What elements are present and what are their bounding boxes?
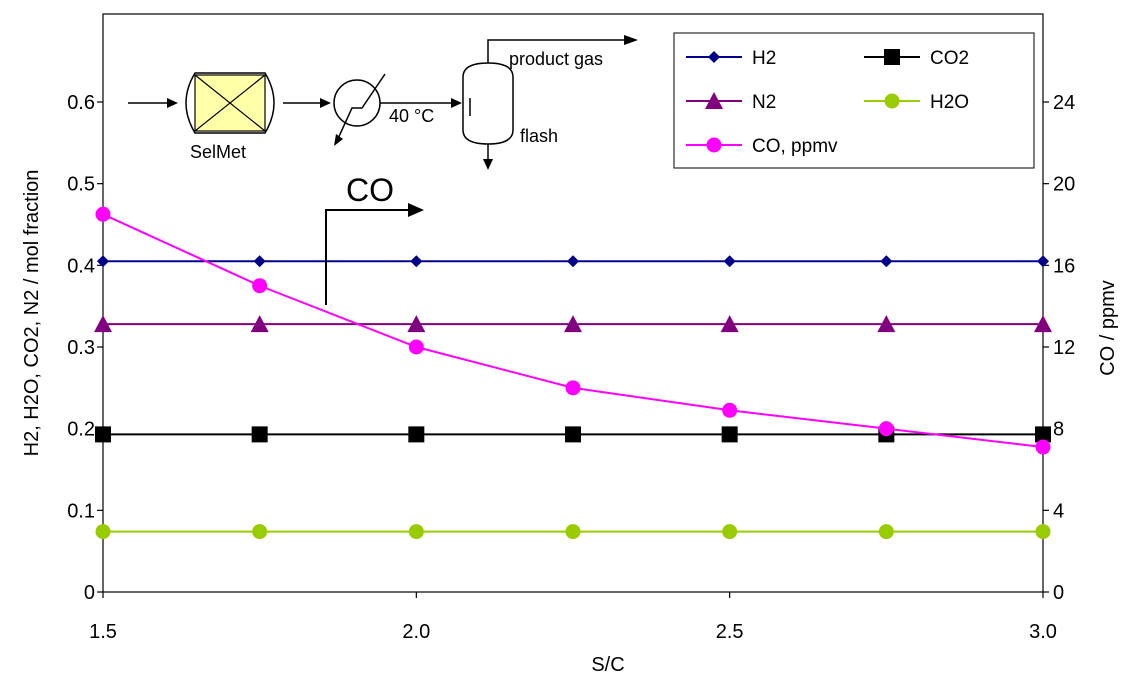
point-h2 (253, 255, 266, 268)
y-axis-right: 0 4 8 12 16 20 24 (1043, 92, 1075, 604)
point-n2 (877, 315, 896, 333)
liquid-outlet-arrowhead (483, 159, 493, 170)
legend-label: CO, ppmv (752, 136, 838, 157)
feed-arrowhead (167, 98, 178, 108)
legend-item-h2o: H2O (864, 92, 969, 113)
y2-axis-title: CO / ppmv (1097, 280, 1119, 376)
point-n2 (1034, 315, 1052, 333)
x-tick-label: 3.0 (1029, 621, 1057, 643)
x-axis: 1.5 2.0 2.5 3.0 (89, 592, 1057, 643)
point-co2 (721, 426, 738, 443)
cooler-outlet-arrowhead (451, 98, 462, 108)
legend: H2 CO2 N2 H2O CO, ppmv (673, 32, 1035, 169)
y2-tick-label: 0 (1053, 582, 1064, 604)
y-tick-label: 0.6 (67, 92, 95, 114)
point-h2o (95, 524, 111, 540)
x-tick-label: 2.5 (716, 621, 744, 643)
legend-label: N2 (752, 92, 776, 113)
point-h2 (1037, 255, 1049, 268)
legend-swatch-marker (706, 137, 722, 153)
point-co-ppmv (722, 402, 738, 418)
series-n2 (94, 315, 1052, 333)
point-h2o (722, 524, 738, 540)
y-tick-label: 0.5 (67, 174, 95, 196)
legend-swatch-marker (705, 92, 723, 109)
legend-label: CO2 (930, 48, 969, 69)
x-tick-label: 1.5 (89, 621, 117, 643)
cooler-label: 40 °C (389, 106, 434, 126)
point-co-ppmv (252, 278, 268, 294)
point-co2 (1035, 426, 1051, 443)
flash-label: flash (520, 126, 558, 146)
product-gas-arrowhead (624, 35, 638, 45)
y-tick-label: 0 (84, 582, 95, 604)
y-tick-label: 0.1 (67, 500, 95, 522)
point-h2 (567, 255, 579, 268)
y2-tick-label: 8 (1053, 419, 1064, 441)
series-h2o (95, 524, 1051, 540)
point-h2o (408, 524, 424, 540)
point-co-ppmv (878, 421, 894, 437)
legend-items: H2 CO2 N2 H2O CO, ppmv (686, 48, 969, 157)
point-co-ppmv (95, 206, 111, 222)
flash-drum-icon (462, 62, 514, 145)
point-h2 (880, 255, 893, 268)
point-h2 (97, 255, 109, 268)
point-co-ppmv (408, 339, 424, 355)
reactor-label: SelMet (190, 142, 246, 162)
co-annotation-label: CO (346, 172, 394, 208)
point-h2o (565, 524, 581, 540)
co-annotation: CO (325, 172, 424, 305)
point-co2 (251, 426, 268, 443)
legend-item-h2: H2 (686, 48, 776, 69)
point-h2o (252, 524, 268, 540)
series-h2 (97, 255, 1049, 268)
y2-tick-label: 16 (1053, 255, 1075, 277)
y-axis-title: H2, H2O, CO2, N2 / mol fraction (21, 170, 43, 457)
point-n2 (250, 315, 269, 333)
reactor-icon (185, 72, 275, 134)
series-layer (94, 206, 1052, 540)
y-tick-label: 0.3 (67, 337, 95, 359)
cooler-icon (333, 73, 386, 146)
legend-label: H2 (752, 48, 776, 69)
y2-tick-label: 24 (1053, 92, 1075, 114)
co-annotation-arrowhead (408, 203, 424, 217)
y2-tick-label: 20 (1053, 174, 1075, 196)
point-co-ppmv (565, 380, 581, 396)
product-gas-line (487, 39, 625, 63)
point-n2 (94, 315, 112, 333)
point-co2 (95, 426, 111, 443)
y-tick-label: 0.4 (67, 255, 95, 277)
series-co-ppmv (95, 206, 1051, 455)
co-annotation-arrow (325, 209, 410, 305)
legend-swatch-marker (884, 49, 900, 65)
reactor-outlet-arrowhead (320, 98, 331, 108)
x-axis-title: S/C (591, 654, 624, 676)
legend-item-co2: CO2 (864, 48, 969, 69)
legend-item-n2: N2 (686, 92, 776, 113)
point-co-ppmv (1035, 439, 1051, 455)
y-axis-left: 0 0.1 0.2 0.3 0.4 0.5 0.6 (67, 92, 103, 604)
point-n2 (720, 315, 739, 333)
point-co2 (565, 426, 581, 443)
product-gas-label: product gas (509, 49, 603, 69)
y2-tick-label: 4 (1053, 500, 1064, 522)
legend-item-co-ppmv: CO, ppmv (686, 136, 838, 157)
legend-swatch-marker (708, 51, 720, 63)
point-h2o (1035, 524, 1051, 540)
x-tick-label: 2.0 (402, 621, 430, 643)
y-tick-label: 0.2 (67, 419, 95, 441)
legend-swatch-marker (884, 93, 900, 109)
point-co2 (408, 426, 425, 443)
point-n2 (407, 315, 426, 333)
point-h2o (878, 524, 894, 540)
point-h2 (723, 255, 736, 268)
point-h2 (410, 255, 423, 268)
point-n2 (564, 315, 582, 333)
y2-tick-label: 12 (1053, 337, 1075, 359)
process-schematic: SelMet 40 °C flash product gas (128, 35, 638, 170)
legend-label: H2O (930, 92, 969, 113)
